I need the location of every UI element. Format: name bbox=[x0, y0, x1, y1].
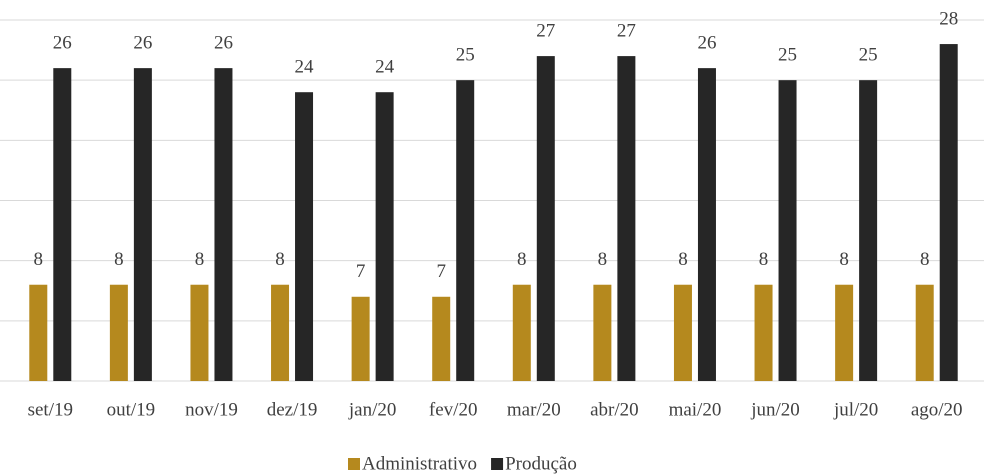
data-label: 25 bbox=[456, 45, 475, 66]
x-tick-label: jan/20 bbox=[348, 399, 397, 420]
x-tick-label: set/19 bbox=[28, 399, 73, 420]
bar bbox=[271, 284, 290, 381]
bar bbox=[53, 68, 72, 381]
bar bbox=[593, 284, 612, 381]
data-label: 25 bbox=[778, 45, 797, 66]
data-label: 8 bbox=[598, 249, 608, 270]
bar bbox=[512, 284, 531, 381]
x-tick-label: out/19 bbox=[107, 399, 156, 420]
bar bbox=[536, 56, 555, 381]
data-label: 8 bbox=[517, 249, 527, 270]
data-label: 8 bbox=[34, 249, 44, 270]
data-label: 27 bbox=[536, 20, 555, 41]
data-label: 24 bbox=[295, 57, 315, 78]
legend-label: Administrativo bbox=[362, 453, 477, 474]
data-label: 27 bbox=[617, 20, 636, 41]
bar bbox=[29, 284, 48, 381]
x-tick-label: jun/20 bbox=[750, 399, 800, 420]
data-label: 8 bbox=[114, 249, 124, 270]
data-label: 25 bbox=[859, 45, 878, 66]
data-label: 8 bbox=[678, 249, 688, 270]
bar bbox=[915, 284, 934, 381]
data-label: 8 bbox=[195, 249, 205, 270]
legend-label: Produção bbox=[505, 453, 577, 474]
data-label: 8 bbox=[839, 249, 849, 270]
bar bbox=[109, 284, 128, 381]
x-tick-label: nov/19 bbox=[185, 399, 238, 420]
legend-swatch bbox=[348, 458, 360, 470]
x-tick-label: ago/20 bbox=[911, 399, 963, 420]
bar bbox=[778, 80, 797, 382]
bar bbox=[456, 80, 475, 382]
bar bbox=[432, 296, 451, 381]
bar bbox=[375, 92, 394, 381]
data-label: 28 bbox=[939, 8, 958, 29]
bar bbox=[295, 92, 314, 381]
bar bbox=[351, 296, 370, 381]
bar bbox=[673, 284, 692, 381]
bar bbox=[133, 68, 152, 381]
data-label: 8 bbox=[275, 249, 285, 270]
data-label: 24 bbox=[375, 57, 395, 78]
data-label: 26 bbox=[214, 32, 233, 53]
x-tick-label: fev/20 bbox=[429, 399, 478, 420]
bar bbox=[835, 284, 854, 381]
x-tick-label: dez/19 bbox=[267, 399, 318, 420]
data-label: 26 bbox=[53, 32, 72, 53]
data-label: 8 bbox=[920, 249, 930, 270]
bar bbox=[617, 56, 636, 381]
data-label: 8 bbox=[759, 249, 769, 270]
legend-swatch bbox=[491, 458, 504, 470]
bar bbox=[939, 44, 958, 382]
x-tick-label: mar/20 bbox=[507, 399, 561, 420]
bar bbox=[697, 68, 716, 381]
x-tick-label: mai/20 bbox=[669, 399, 722, 420]
bar bbox=[754, 284, 773, 381]
x-tick-label: jul/20 bbox=[833, 399, 878, 420]
data-label: 7 bbox=[436, 261, 446, 282]
data-label: 26 bbox=[133, 32, 152, 53]
data-label: 26 bbox=[697, 32, 716, 53]
bar bbox=[214, 68, 233, 381]
x-tick-label: abr/20 bbox=[590, 399, 639, 420]
bar bbox=[859, 80, 878, 382]
bar bbox=[190, 284, 209, 381]
data-label: 7 bbox=[356, 261, 366, 282]
